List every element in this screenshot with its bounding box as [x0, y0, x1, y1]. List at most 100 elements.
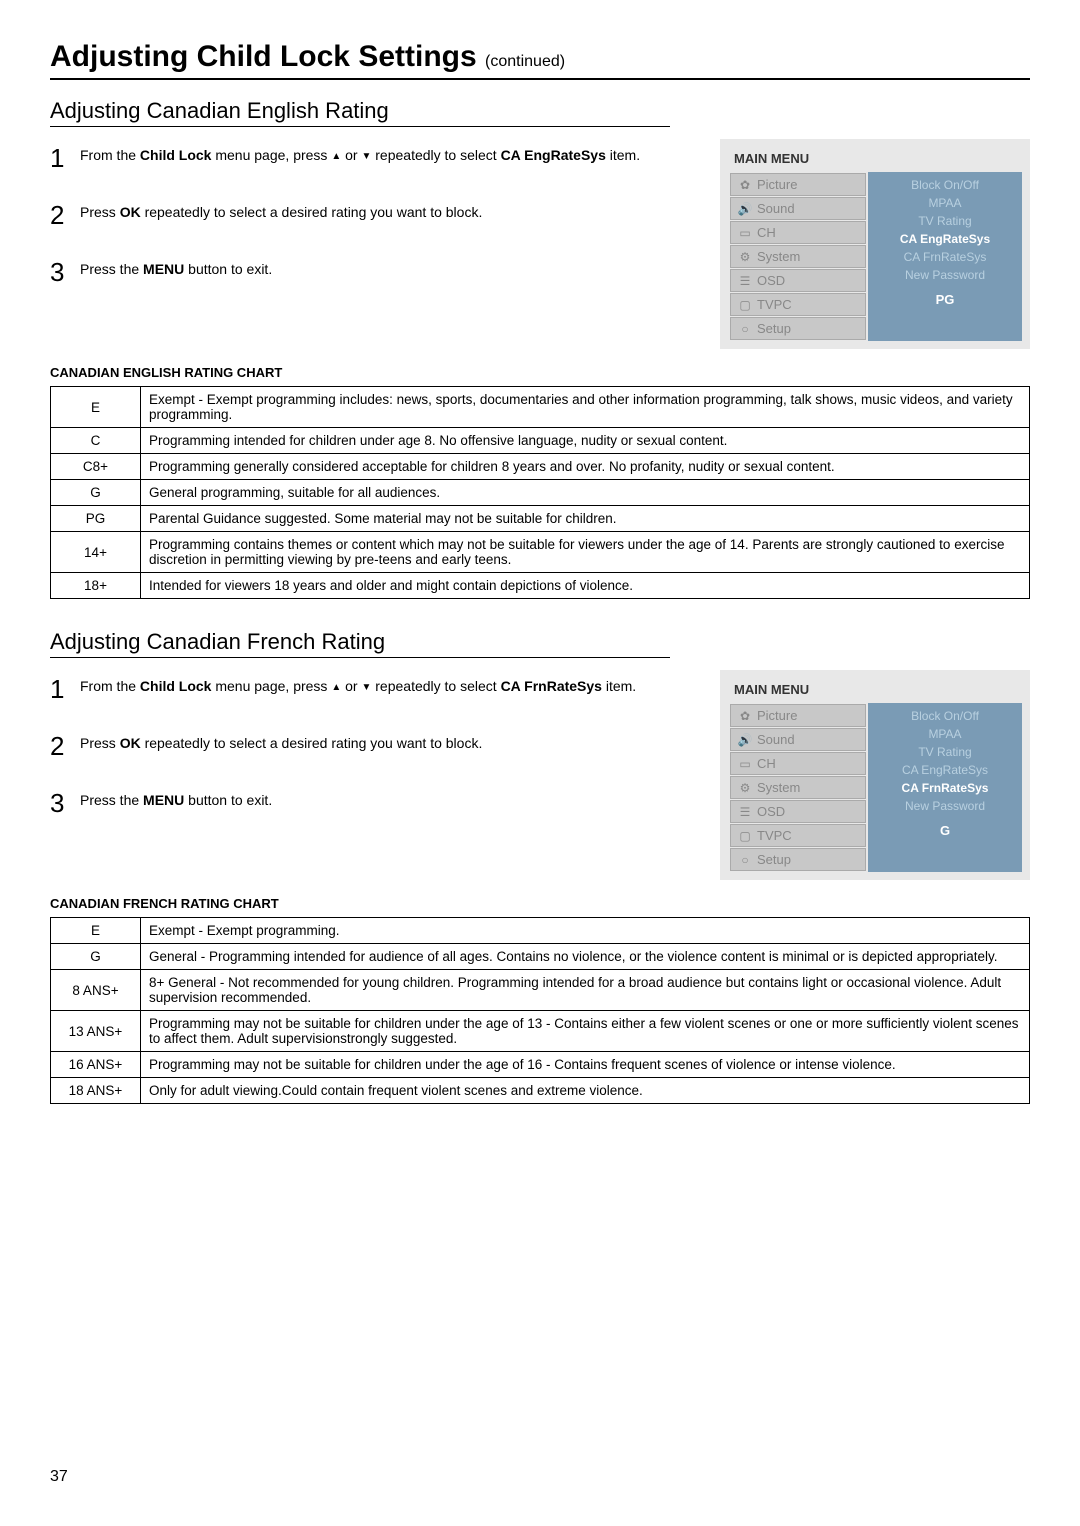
rating-code: 14+	[51, 532, 141, 573]
fs1-mid: menu page, press	[211, 678, 331, 694]
s2-pre: Press	[80, 204, 120, 220]
rating-desc: General programming, suitable for all au…	[141, 480, 1030, 506]
step-num-1: 1	[50, 139, 70, 178]
s2-b: OK	[120, 204, 141, 220]
english-menu-right: Block On/OffMPAATV RatingCA EngRateSysCA…	[868, 172, 1022, 341]
rating-desc: 8+ General - Not recommended for young c…	[141, 970, 1030, 1011]
fs3-b: MENU	[143, 792, 184, 808]
s1-b1: Child Lock	[140, 147, 212, 163]
english-menu-body: ✿Picture🔊Sound▭CH⚙System☰OSD▢TVPC○Setup …	[728, 172, 1022, 341]
menu-value: PG	[868, 284, 1022, 315]
rating-desc: Programming generally considered accepta…	[141, 454, 1030, 480]
down-arrow-icon: ▼	[361, 149, 371, 164]
french-heading: Adjusting Canadian French Rating	[50, 629, 1030, 655]
fs3-post: button to exit.	[184, 792, 272, 808]
table-row: GGeneral programming, suitable for all a…	[51, 480, 1030, 506]
s1-pre: From the	[80, 147, 140, 163]
table-row: EExempt - Exempt programming includes: n…	[51, 387, 1030, 428]
menu-item-label: TVPC	[757, 297, 792, 312]
menu-right-item: CA FrnRateSys	[868, 248, 1022, 266]
french-top: 1 From the Child Lock menu page, press ▲…	[50, 670, 1030, 880]
menu-right-item: MPAA	[868, 194, 1022, 212]
step-text-3-fr: Press the MENU button to exit.	[80, 784, 272, 823]
menu-icon: ○	[737, 853, 753, 867]
english-rating-table: EExempt - Exempt programming includes: n…	[50, 386, 1030, 599]
step-1: 1 From the Child Lock menu page, press ▲…	[50, 139, 700, 178]
english-menu-left: ✿Picture🔊Sound▭CH⚙System☰OSD▢TVPC○Setup	[728, 172, 868, 341]
menu-item: ○ Setup	[730, 848, 866, 871]
menu-right-item: TV Rating	[868, 743, 1022, 761]
menu-item: ✿Picture	[730, 173, 866, 196]
menu-icon: ▢	[737, 829, 753, 843]
rating-desc: Programming contains themes or content w…	[141, 532, 1030, 573]
french-chart-title: CANADIAN FRENCH RATING CHART	[50, 896, 1030, 911]
menu-right-item: CA EngRateSys	[868, 761, 1022, 779]
menu-item-label: Picture	[757, 708, 797, 723]
menu-icon: ☰	[737, 274, 753, 288]
english-top: 1 From the Child Lock menu page, press ▲…	[50, 139, 1030, 349]
menu-icon: 🔊	[737, 733, 753, 747]
menu-right-item: Block On/Off	[868, 707, 1022, 725]
table-row: 13 ANS+Programming may not be suitable f…	[51, 1011, 1030, 1052]
menu-item-label: Picture	[757, 177, 797, 192]
menu-item-label: Sound	[757, 732, 795, 747]
menu-value: G	[868, 815, 1022, 846]
fs1-pre: From the	[80, 678, 140, 694]
english-rule	[50, 126, 670, 127]
s1-mid2: or	[341, 147, 361, 163]
rating-desc: Programming may not be suitable for chil…	[141, 1052, 1030, 1078]
rating-code: 16 ANS+	[51, 1052, 141, 1078]
fs1-mid3: repeatedly to select	[371, 678, 500, 694]
s1-mid3: repeatedly to select	[371, 147, 500, 163]
s2-post: repeatedly to select a desired rating yo…	[141, 204, 483, 220]
menu-icon: 🔊	[737, 202, 753, 216]
table-row: CProgramming intended for children under…	[51, 428, 1030, 454]
step-text-1: From the Child Lock menu page, press ▲ o…	[80, 139, 640, 178]
rating-desc: Only for adult viewing.Could contain fre…	[141, 1078, 1030, 1104]
step-num-1-fr: 1	[50, 670, 70, 709]
title-continued: (continued)	[485, 53, 565, 70]
english-menu-box: MAIN MENU ✿Picture🔊Sound▭CH⚙System☰OSD▢T…	[720, 139, 1030, 349]
table-row: PGParental Guidance suggested. Some mate…	[51, 506, 1030, 532]
menu-icon: ☰	[737, 805, 753, 819]
rating-desc: Exempt - Exempt programming.	[141, 918, 1030, 944]
rating-desc: Programming intended for children under …	[141, 428, 1030, 454]
step-num-3-fr: 3	[50, 784, 70, 823]
down-arrow-icon: ▼	[361, 680, 371, 695]
rating-code: 8 ANS+	[51, 970, 141, 1011]
french-menu-right: Block On/OffMPAATV RatingCA EngRateSysCA…	[868, 703, 1022, 872]
fs2-b: OK	[120, 735, 141, 751]
menu-right-item: CA EngRateSys	[868, 230, 1022, 248]
rating-code: 13 ANS+	[51, 1011, 141, 1052]
s3-b: MENU	[143, 261, 184, 277]
rating-desc: General - Programming intended for audie…	[141, 944, 1030, 970]
rating-code: C	[51, 428, 141, 454]
rating-code: PG	[51, 506, 141, 532]
menu-icon: ▭	[737, 226, 753, 240]
table-row: 18 ANS+Only for adult viewing.Could cont…	[51, 1078, 1030, 1104]
french-menu-box: MAIN MENU ✿Picture🔊Sound▭CH⚙System☰OSD▢T…	[720, 670, 1030, 880]
menu-icon: ○	[737, 322, 753, 336]
step-text-3: Press the MENU button to exit.	[80, 253, 272, 292]
french-section: Adjusting Canadian French Rating 1 From …	[50, 629, 1030, 1104]
step-num-2: 2	[50, 196, 70, 235]
step-num-3: 3	[50, 253, 70, 292]
fs1-b1: Child Lock	[140, 678, 212, 694]
menu-item-label: CH	[757, 756, 776, 771]
menu-right-item: MPAA	[868, 725, 1022, 743]
step-2: 2 Press OK repeatedly to select a desire…	[50, 196, 700, 235]
fs3-pre: Press the	[80, 792, 143, 808]
menu-item: ▭CH	[730, 752, 866, 775]
step-3: 3 Press the MENU button to exit.	[50, 253, 700, 292]
table-row: 16 ANS+Programming may not be suitable f…	[51, 1052, 1030, 1078]
french-menu-body: ✿Picture🔊Sound▭CH⚙System☰OSD▢TVPC○Setup …	[728, 703, 1022, 872]
step-num-2-fr: 2	[50, 727, 70, 766]
fs1-post: item.	[602, 678, 636, 694]
rating-desc: Exempt - Exempt programming includes: ne…	[141, 387, 1030, 428]
menu-item: 🔊Sound	[730, 197, 866, 220]
menu-item: ▭CH	[730, 221, 866, 244]
french-rating-table: EExempt - Exempt programming.GGeneral - …	[50, 917, 1030, 1104]
menu-item: ▢TVPC	[730, 824, 866, 847]
menu-item-label: Setup	[757, 852, 791, 867]
menu-item-label: System	[757, 249, 800, 264]
